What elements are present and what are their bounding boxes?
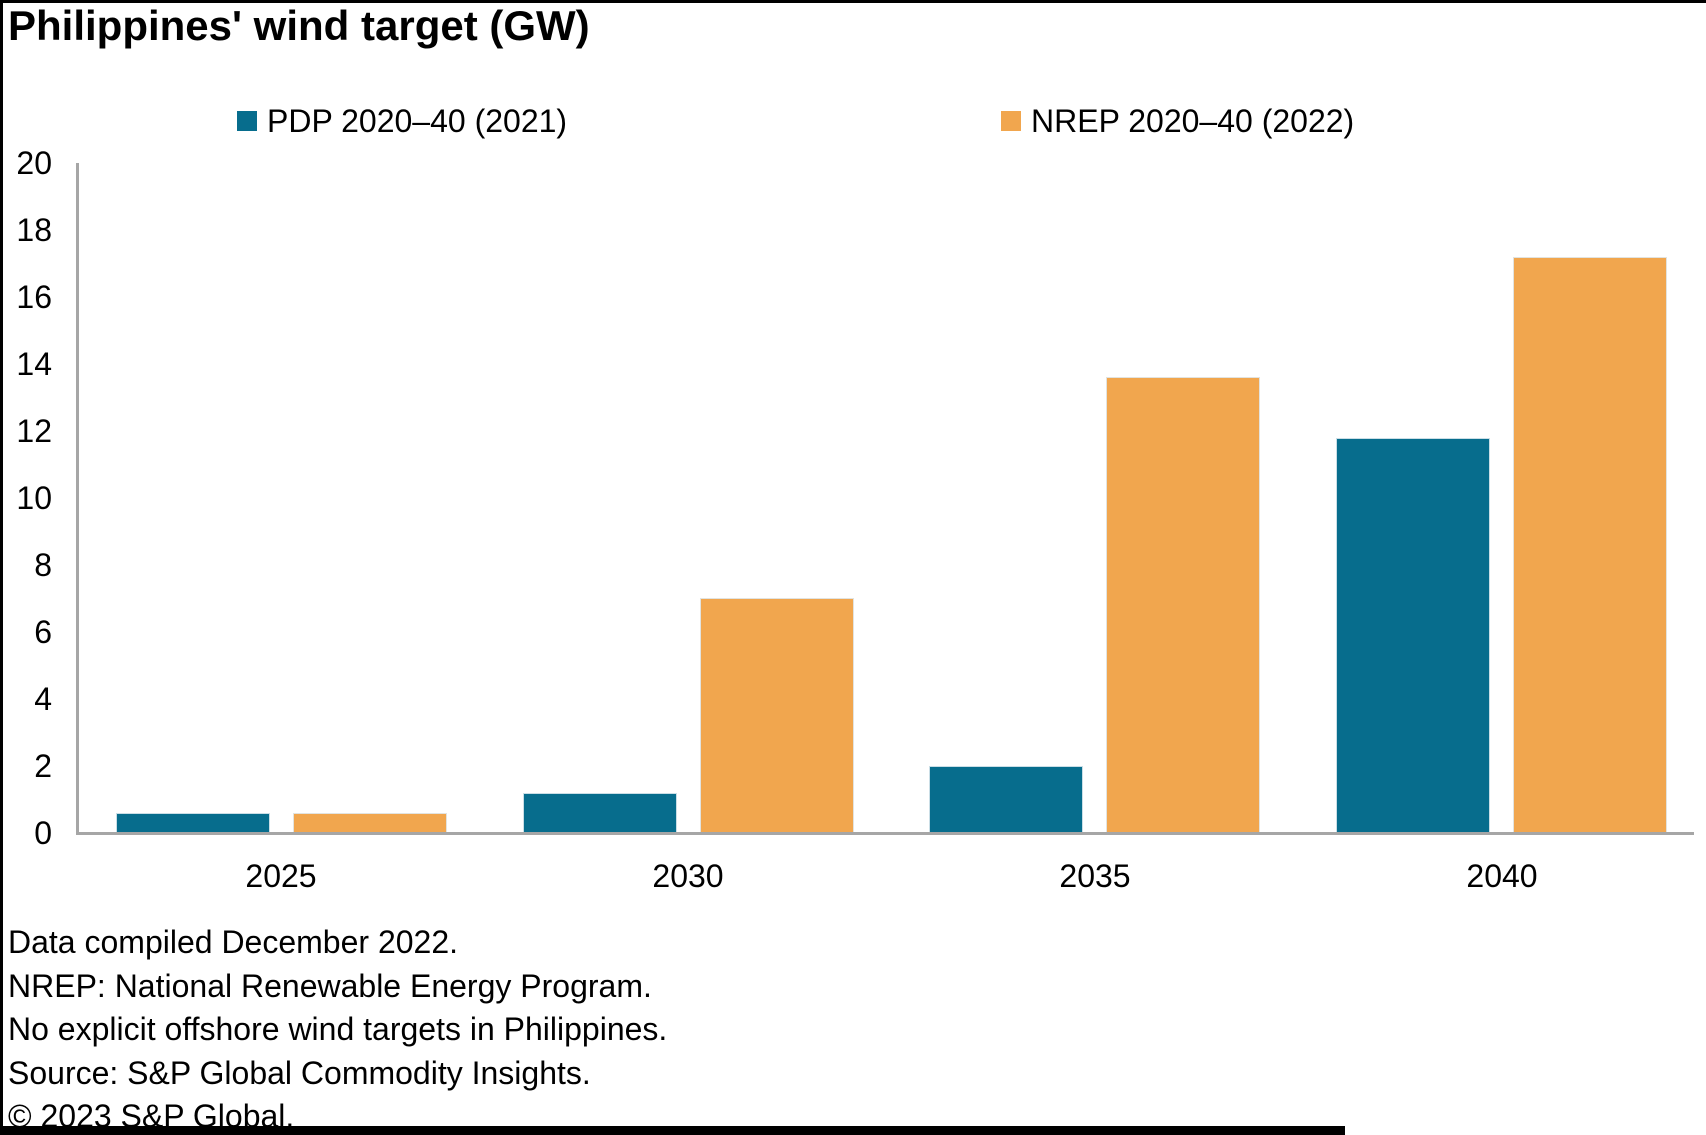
y-tick-label-16: 16 xyxy=(16,279,52,315)
x-category-label-2025: 2025 xyxy=(245,858,317,894)
legend-swatch-nrep xyxy=(1001,111,1021,131)
y-tick-label-20: 20 xyxy=(16,145,52,181)
top-border-line xyxy=(0,0,1706,3)
left-border-line xyxy=(0,0,3,1126)
y-tick-label-8: 8 xyxy=(34,547,52,583)
x-category-label-2040: 2040 xyxy=(1466,858,1538,894)
bottom-border-bar xyxy=(0,1126,1345,1135)
chart-title: Philippines' wind target (GW) xyxy=(8,2,590,49)
bar-nrep-2030 xyxy=(700,598,854,833)
footnote-source: Source: S&P Global Commodity Insights. xyxy=(8,1054,591,1091)
legend-swatch-pdp xyxy=(237,111,257,131)
legend-label-nrep: NREP 2020–40 (2022) xyxy=(1031,102,1355,139)
footnote-offshore: No explicit offshore wind targets in Phi… xyxy=(8,1011,668,1047)
y-tick-label-14: 14 xyxy=(16,346,52,382)
y-tick-label-12: 12 xyxy=(16,413,52,449)
y-tick-label-0: 0 xyxy=(34,815,52,851)
y-tick-label-4: 4 xyxy=(34,681,52,717)
footnote-data-compiled: Data compiled December 2022. xyxy=(8,924,459,960)
x-category-label-2035: 2035 xyxy=(1059,858,1131,894)
y-axis-line xyxy=(76,163,79,835)
bar-nrep-2040 xyxy=(1513,257,1667,833)
bar-nrep-2025 xyxy=(293,813,447,833)
bar-pdp-2030 xyxy=(523,793,677,833)
bar-pdp-2035 xyxy=(929,766,1083,833)
footnote-nrep-definition: NREP: National Renewable Energy Program. xyxy=(8,967,652,1004)
y-tick-label-10: 10 xyxy=(16,480,52,516)
legend-label-pdp: PDP 2020–40 (2021) xyxy=(267,102,568,139)
bar-pdp-2040 xyxy=(1336,438,1490,833)
y-tick-label-6: 6 xyxy=(34,614,52,650)
legend-item-pdp: PDP 2020–40 (2021) xyxy=(237,98,567,144)
bar-pdp-2025 xyxy=(116,813,270,833)
x-axis-line xyxy=(76,832,1694,835)
x-category-label-2030: 2030 xyxy=(652,858,724,894)
footnotes: Data compiled December 2022. NREP: Natio… xyxy=(8,921,667,1135)
y-tick-label-2: 2 xyxy=(34,748,52,784)
bar-nrep-2035 xyxy=(1106,377,1260,833)
legend-item-nrep: NREP 2020–40 (2022) xyxy=(1001,98,1354,144)
y-tick-label-18: 18 xyxy=(16,212,52,248)
